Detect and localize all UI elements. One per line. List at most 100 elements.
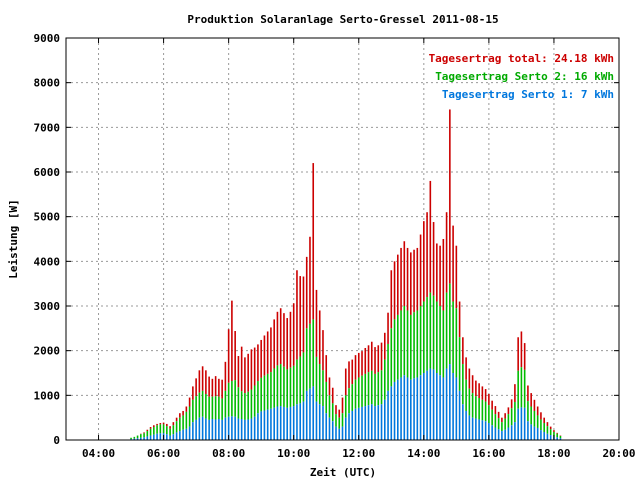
bar-total [501, 417, 503, 423]
bar-serto-2 [556, 433, 558, 438]
bar-serto-1 [286, 407, 288, 440]
bar-total [244, 357, 246, 394]
bar-serto-2 [410, 314, 412, 380]
bar-serto-2 [136, 435, 139, 439]
bar-total [218, 378, 220, 397]
bar-serto-1 [302, 401, 305, 440]
bar-serto-1 [449, 364, 451, 440]
bar-serto-2 [488, 405, 490, 424]
legend-entry-total: Tagesertrag total: 24.18 kWh [429, 52, 614, 65]
bar-serto-1 [273, 407, 275, 440]
bar-serto-2 [234, 380, 236, 417]
x-tick-label: 20:00 [602, 447, 635, 460]
x-axis-label: Zeit (UTC) [310, 466, 376, 479]
bar-serto-1 [227, 416, 230, 440]
bar-serto-2 [367, 372, 370, 406]
bar-serto-1 [429, 368, 432, 440]
bar-serto-2 [455, 308, 458, 378]
bar-total [179, 413, 181, 418]
bar-serto-2 [445, 292, 448, 369]
bar-serto-1 [231, 416, 233, 440]
x-tick-label: 06:00 [147, 447, 180, 460]
bar-total [510, 399, 513, 409]
bar-total [338, 409, 341, 418]
bar-serto-2 [214, 396, 217, 420]
bar-serto-2 [419, 306, 422, 376]
bar-serto-2 [211, 396, 214, 420]
bar-total [406, 247, 409, 311]
bar-serto-1 [351, 410, 354, 440]
bar-serto-1 [266, 409, 269, 440]
bar-total [146, 429, 149, 432]
bar-total [455, 245, 458, 309]
bar-serto-1 [305, 390, 308, 440]
bar-serto-1 [536, 427, 539, 440]
bar-total [205, 370, 207, 394]
bar-serto-1 [445, 368, 448, 440]
bar-serto-1 [530, 424, 532, 440]
bar-serto-1 [279, 406, 282, 440]
bar-serto-2 [397, 314, 399, 380]
bar-serto-1 [218, 419, 220, 440]
bar-serto-2 [484, 401, 487, 422]
y-tick-label: 7000 [34, 121, 61, 134]
bar-total [543, 417, 545, 424]
bar-serto-2 [540, 419, 542, 431]
bar-total [322, 330, 324, 371]
bar-serto-1 [244, 419, 246, 440]
bar-total [468, 368, 471, 389]
bar-total [247, 353, 249, 392]
bar-serto-1 [484, 421, 487, 440]
bar-serto-1 [289, 406, 292, 440]
bar-serto-2 [240, 391, 243, 420]
bar-serto-2 [393, 319, 396, 382]
bar-serto-2 [179, 417, 181, 432]
bar-total [276, 311, 279, 366]
bar-serto-1 [201, 416, 204, 440]
legend: Tagesertrag total: 24.18 kWh Tagesertrag… [429, 52, 614, 101]
bar-serto-1 [166, 434, 168, 440]
bar-serto-1 [416, 377, 419, 440]
x-axis-ticks: 04:00 06:00 08:00 10:00 12:00 14:00 16:00 18:00… [82, 38, 636, 460]
bar-total [315, 289, 318, 357]
bar-serto-2 [296, 359, 298, 405]
bar-serto-1 [260, 411, 262, 440]
bar-total [335, 405, 337, 415]
bar-serto-2 [172, 425, 175, 435]
bar-serto-1 [520, 407, 523, 440]
bar-serto-1 [318, 404, 321, 440]
bar-total [475, 380, 477, 397]
bar-serto-2 [198, 392, 201, 418]
bar-serto-1 [390, 386, 393, 440]
bar-serto-2 [520, 367, 523, 408]
bar-serto-1 [192, 422, 194, 440]
bar-serto-2 [166, 426, 168, 435]
bar-serto-1 [514, 422, 516, 440]
bar-serto-1 [322, 406, 324, 440]
bar-serto-1 [491, 425, 493, 440]
bar-serto-2 [192, 399, 194, 423]
bar-serto-1 [397, 379, 399, 440]
bar-total [364, 347, 367, 374]
bar-serto-2 [475, 396, 477, 419]
bar-serto-1 [224, 417, 227, 440]
bar-serto-2 [130, 437, 132, 440]
bar-serto-1 [501, 431, 503, 440]
bar-total [556, 432, 558, 434]
bar-serto-1 [523, 407, 526, 440]
y-tick-label: 9000 [34, 32, 61, 45]
bar-total [390, 270, 393, 329]
bar-serto-2 [231, 381, 233, 417]
y-tick-label: 2000 [34, 345, 61, 358]
bar-serto-1 [380, 404, 383, 440]
bar-serto-2 [478, 398, 480, 420]
bar-serto-2 [244, 393, 246, 420]
bar-serto-2 [403, 306, 406, 376]
bar-total [354, 355, 357, 380]
bar-serto-1 [419, 375, 422, 440]
bar-serto-2 [263, 375, 266, 411]
bar-serto-2 [374, 373, 376, 407]
bar-serto-2 [416, 310, 419, 378]
bar-serto-1 [510, 425, 513, 440]
bar-total [237, 356, 240, 388]
